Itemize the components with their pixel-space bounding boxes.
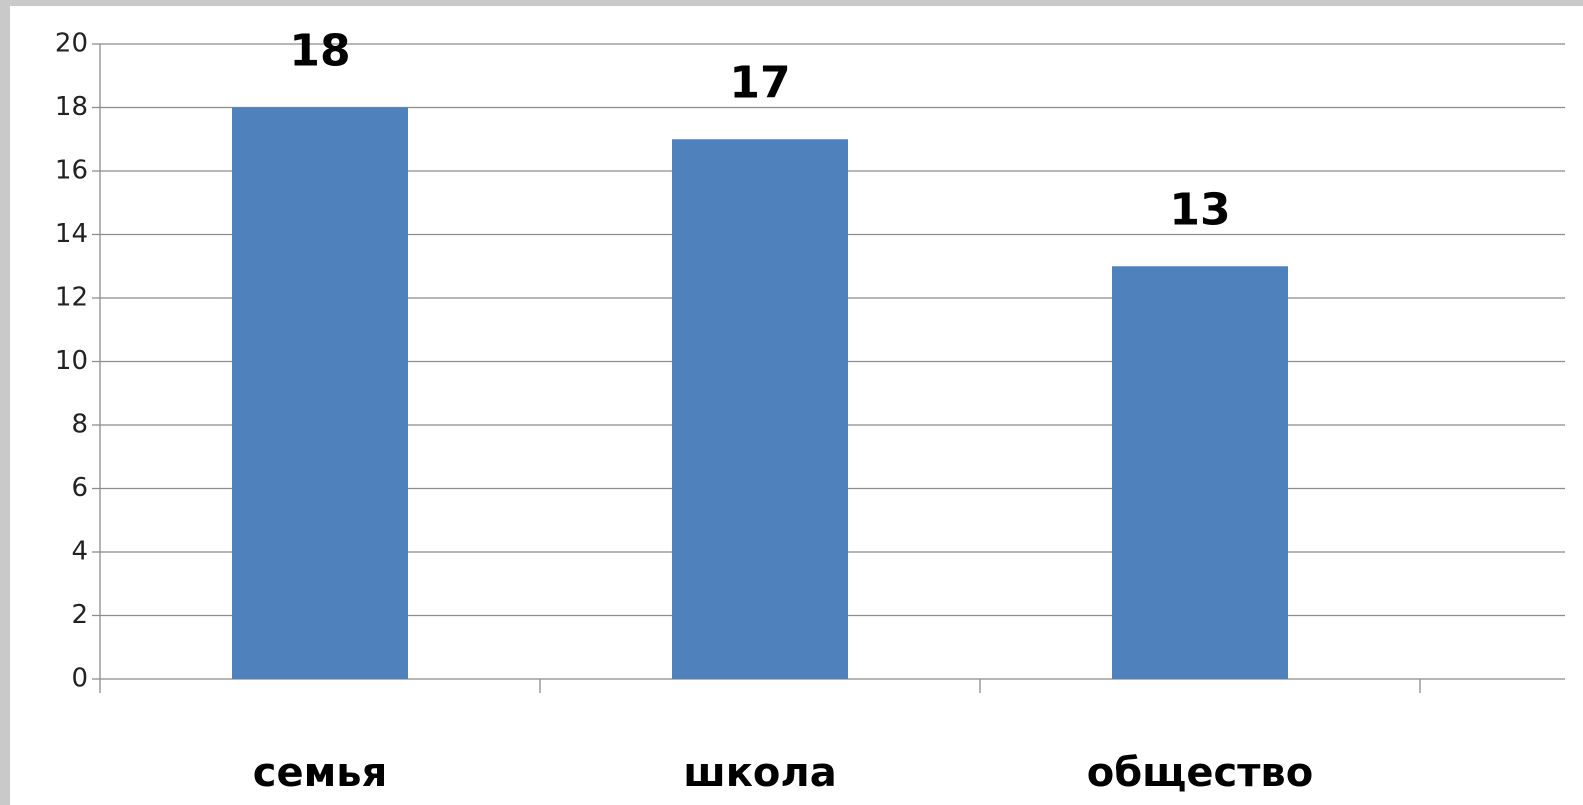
x-tick-label: семья [253,750,388,796]
y-tick-label: 10 [55,346,88,376]
data-label: 17 [729,57,790,108]
data-label: 13 [1169,184,1230,235]
y-tick-label: 20 [55,29,88,59]
y-tick-label: 6 [71,473,88,503]
y-tick-label: 0 [71,664,88,694]
bar [672,139,848,679]
data-label: 18 [289,26,350,77]
y-tick-label: 18 [55,92,88,122]
y-tick-label: 14 [55,219,88,249]
y-tick-label: 16 [55,156,88,186]
bar [232,107,408,679]
y-tick-label: 4 [71,537,88,567]
y-tick-label: 2 [71,600,88,630]
y-tick-label: 12 [55,283,88,313]
y-tick-label: 8 [71,410,88,440]
x-tick-label: школа [683,750,836,796]
x-tick-label: общество [1087,750,1313,796]
bar [1112,266,1288,679]
